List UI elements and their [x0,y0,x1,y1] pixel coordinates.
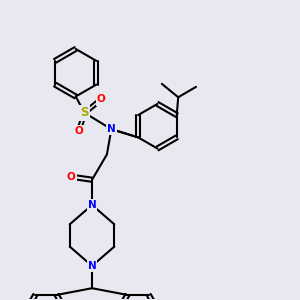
Text: N: N [107,124,116,134]
Text: O: O [74,126,83,136]
Text: O: O [67,172,76,182]
Text: S: S [80,106,89,119]
Text: N: N [88,200,96,210]
Text: O: O [97,94,105,104]
Text: N: N [88,261,96,271]
